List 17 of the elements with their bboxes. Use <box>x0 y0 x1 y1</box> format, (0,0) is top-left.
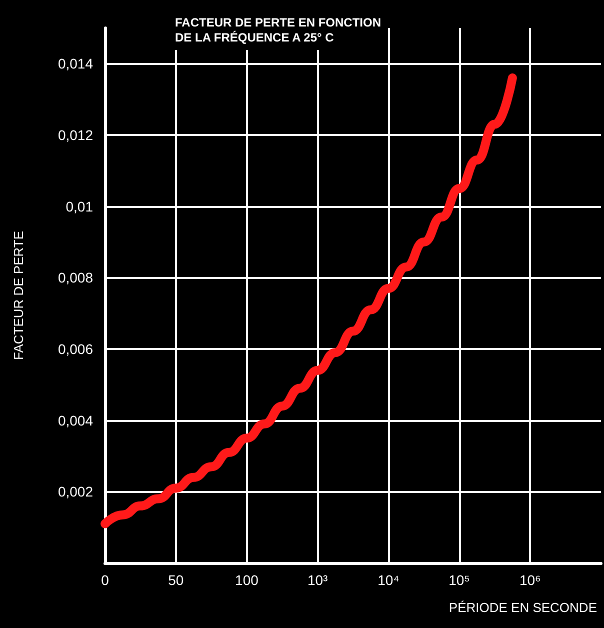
y-axis-title: FACTEUR DE PERTE <box>11 230 26 360</box>
y-tick-label: 0,014 <box>58 56 94 72</box>
y-tick-label: 0,006 <box>58 341 94 357</box>
x-axis-title: PÉRIODE EN SECONDE <box>448 600 598 615</box>
chart-title: FACTEUR DE PERTE EN FONCTION DE LA FRÉQUENCE A 25° C <box>175 16 382 44</box>
y-tick-label: 0,004 <box>58 412 94 428</box>
x-tick-label: 10⁴ <box>378 572 400 588</box>
x-tick-label: 10⁶ <box>519 572 541 588</box>
y-tick-label: 0,002 <box>58 484 94 500</box>
y-tick-label: 0,012 <box>58 127 94 143</box>
x-tick-label: 10³ <box>307 572 328 588</box>
x-tick-label: 0 <box>101 572 110 588</box>
x-tick-label: 10⁵ <box>448 572 470 588</box>
x-tick-label: 50 <box>168 572 184 588</box>
y-tick-label: 0,01 <box>66 198 94 214</box>
y-tick-label: 0,008 <box>58 270 94 286</box>
x-tick-label: 100 <box>235 572 259 588</box>
